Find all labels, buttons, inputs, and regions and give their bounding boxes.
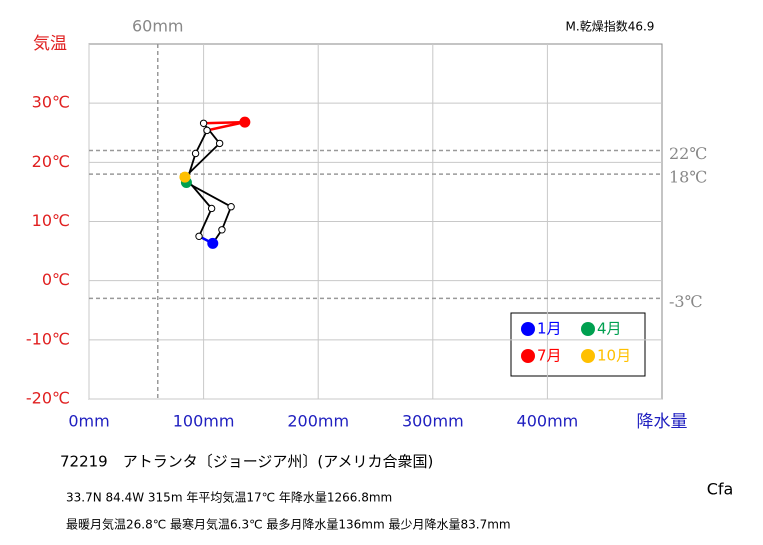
- month-point: [203, 126, 211, 135]
- reference-label: 60mm: [132, 17, 184, 36]
- legend-marker: [521, 322, 535, 336]
- legend-label: 1月: [537, 320, 562, 338]
- x-tick-label: 200mm: [287, 412, 349, 431]
- climate-segment: [184, 142, 221, 178]
- y-tick-label: 20℃: [32, 152, 70, 171]
- y-tick-label: 0℃: [42, 270, 70, 289]
- station: 72219 アトランタ〔ジョージア州〕(アメリカ合衆国): [60, 453, 433, 471]
- month-point: [227, 203, 235, 211]
- index-text: M.乾燥指数46.9: [566, 19, 655, 34]
- legend-label: 4月: [597, 320, 622, 338]
- y-tick-label: 30℃: [32, 93, 70, 112]
- x-tick-label: 400mm: [517, 412, 579, 431]
- y-axis-label: 気温: [33, 34, 67, 54]
- month-point: [239, 116, 251, 128]
- x-tick-label: 100mm: [173, 412, 235, 431]
- info-line: 最暖月気温26.8℃ 最寒月気温6.3℃ 最多月降水量136mm 最少月降水量8…: [66, 517, 511, 532]
- month-point: [207, 204, 216, 213]
- climate-class: Cfa: [707, 480, 734, 499]
- legend-label: 10月: [597, 347, 631, 365]
- y-tick-label: 10℃: [32, 211, 70, 230]
- month-point: [191, 149, 200, 158]
- climate-segment: [202, 122, 221, 144]
- x-tick-label: 0mm: [68, 412, 109, 431]
- legend-marker: [521, 349, 535, 363]
- climate-segment: [203, 120, 245, 125]
- month-point: [179, 171, 191, 183]
- month-point: [207, 237, 219, 249]
- info-line: 33.7N 84.4W 315m 年平均気温17℃ 年降水量1266.8mm: [66, 490, 392, 505]
- legend-marker: [581, 349, 595, 363]
- y-tick-label: -10℃: [26, 329, 70, 348]
- month-point: [218, 226, 226, 234]
- y-tick-label: -20℃: [26, 389, 70, 408]
- climate-segment: [221, 206, 232, 231]
- month-point: [199, 119, 208, 127]
- x-axis-label: 降水量: [637, 412, 688, 432]
- reference-label: -3℃: [669, 292, 702, 311]
- legend-label: 7月: [537, 347, 562, 365]
- legend-box: [510, 312, 646, 377]
- month-point: [195, 232, 203, 240]
- x-tick-label: 300mm: [402, 412, 464, 431]
- climate-segment: [194, 129, 208, 154]
- reference-label: 22℃: [669, 144, 707, 163]
- reference-label: 18℃: [669, 168, 707, 187]
- legend-marker: [581, 322, 595, 336]
- month-point: [215, 139, 224, 148]
- climate-segment: [198, 208, 213, 237]
